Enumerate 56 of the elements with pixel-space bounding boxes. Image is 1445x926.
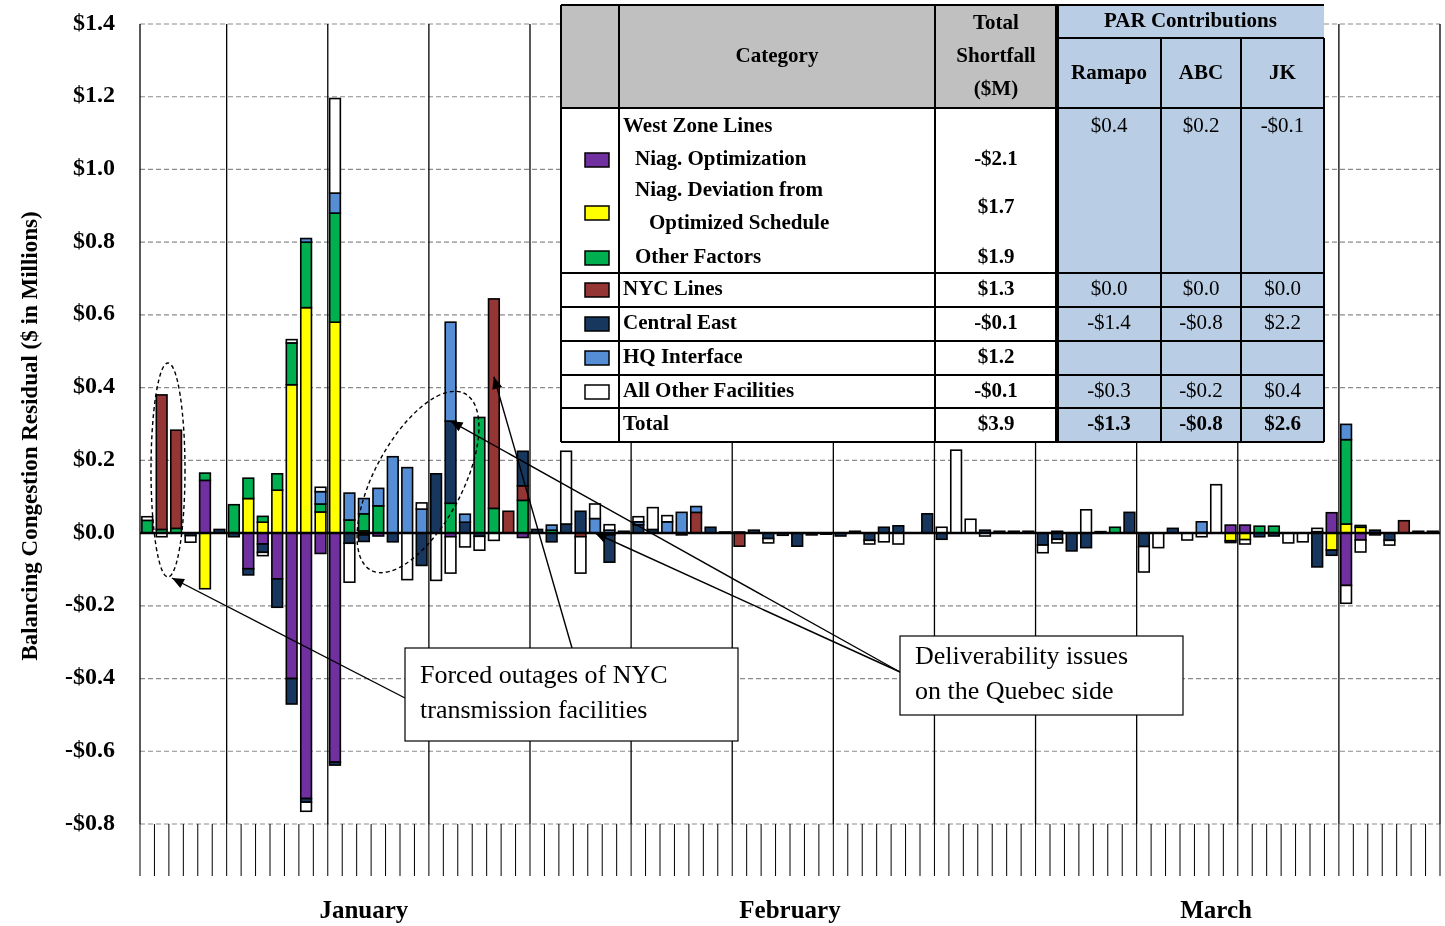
- annotation: -$0.1: [974, 309, 1018, 334]
- annotation: $1.2: [977, 343, 1015, 368]
- annotation: $0.2: [1182, 112, 1220, 137]
- legend-label: All Other Facilities: [623, 377, 795, 402]
- y-tick-label: $1.2: [73, 81, 115, 108]
- y-tick-label: $1.0: [73, 153, 115, 180]
- x-tick-label: January: [319, 895, 409, 923]
- annotation: $0.0: [1264, 275, 1301, 300]
- annotation: $2.2: [1264, 309, 1301, 334]
- legend-label: Central East: [623, 309, 737, 334]
- y-tick-label: $0.0: [73, 517, 115, 544]
- y-tick-label: $1.4: [73, 8, 115, 35]
- annotation: Deliverability issues on the Quebec side: [915, 640, 1129, 705]
- y-tick-label: $0.2: [73, 444, 115, 471]
- y-tick-label: -$0.4: [65, 663, 115, 690]
- annotation: -$0.2: [1179, 377, 1223, 402]
- annotation: -$1.4: [1087, 309, 1132, 334]
- x-tick-label: March: [1180, 895, 1253, 923]
- annotation: -$0.1: [974, 377, 1018, 402]
- annotation: Ramapo: [1071, 59, 1147, 84]
- y-tick-label: $0.6: [73, 299, 115, 326]
- annotation: ABC: [1178, 59, 1224, 84]
- annotation: $3.9: [977, 410, 1015, 435]
- y-tick-label: -$0.6: [65, 735, 115, 762]
- x-tick-label: February: [739, 895, 842, 923]
- annotation: Category: [735, 42, 819, 67]
- annotation: $1.9: [977, 243, 1015, 268]
- annotation: -$0.3: [1087, 377, 1131, 402]
- y-tick-label: -$0.8: [65, 808, 115, 835]
- legend-label: NYC Lines: [623, 275, 723, 300]
- annotation: -$0.8: [1179, 410, 1223, 435]
- y-tick-label: $0.8: [73, 226, 115, 253]
- annotation: $0.0: [1182, 275, 1220, 300]
- legend-label: Niag. Optimization: [635, 145, 807, 170]
- annotation: -$0.1: [1260, 112, 1305, 137]
- annotation: Forced outages of NYC transmission facilities: [420, 659, 668, 724]
- y-tick-label: $0.4: [73, 372, 115, 399]
- legend-label: Other Factors: [635, 243, 762, 268]
- annotation: Total: [623, 410, 670, 435]
- legend-label: Niag. Deviation from Optimized Schedule: [635, 177, 830, 235]
- annotation: -$0.8: [1179, 309, 1223, 334]
- legend-label: HQ Interface: [623, 343, 743, 368]
- annotation: -$2.1: [974, 145, 1018, 170]
- annotation: $1.7: [977, 193, 1015, 218]
- annotation: $0.0: [1090, 275, 1128, 300]
- annotation: $0.4: [1264, 377, 1302, 402]
- y-axis-title: Balancing Congestion Residual ($ in Millions): [17, 211, 43, 661]
- annotation: $1.3: [977, 275, 1015, 300]
- annotation: PAR Contributions: [1104, 7, 1277, 32]
- annotation: $0.4: [1090, 112, 1128, 137]
- annotation: $2.6: [1264, 410, 1301, 435]
- annotation: -$1.3: [1087, 410, 1131, 435]
- y-tick-label: -$0.2: [65, 590, 115, 617]
- annotation: JK: [1269, 59, 1297, 84]
- annotation: West Zone Lines: [623, 112, 773, 137]
- annotation: Total Shortfall ($M): [956, 9, 1036, 100]
